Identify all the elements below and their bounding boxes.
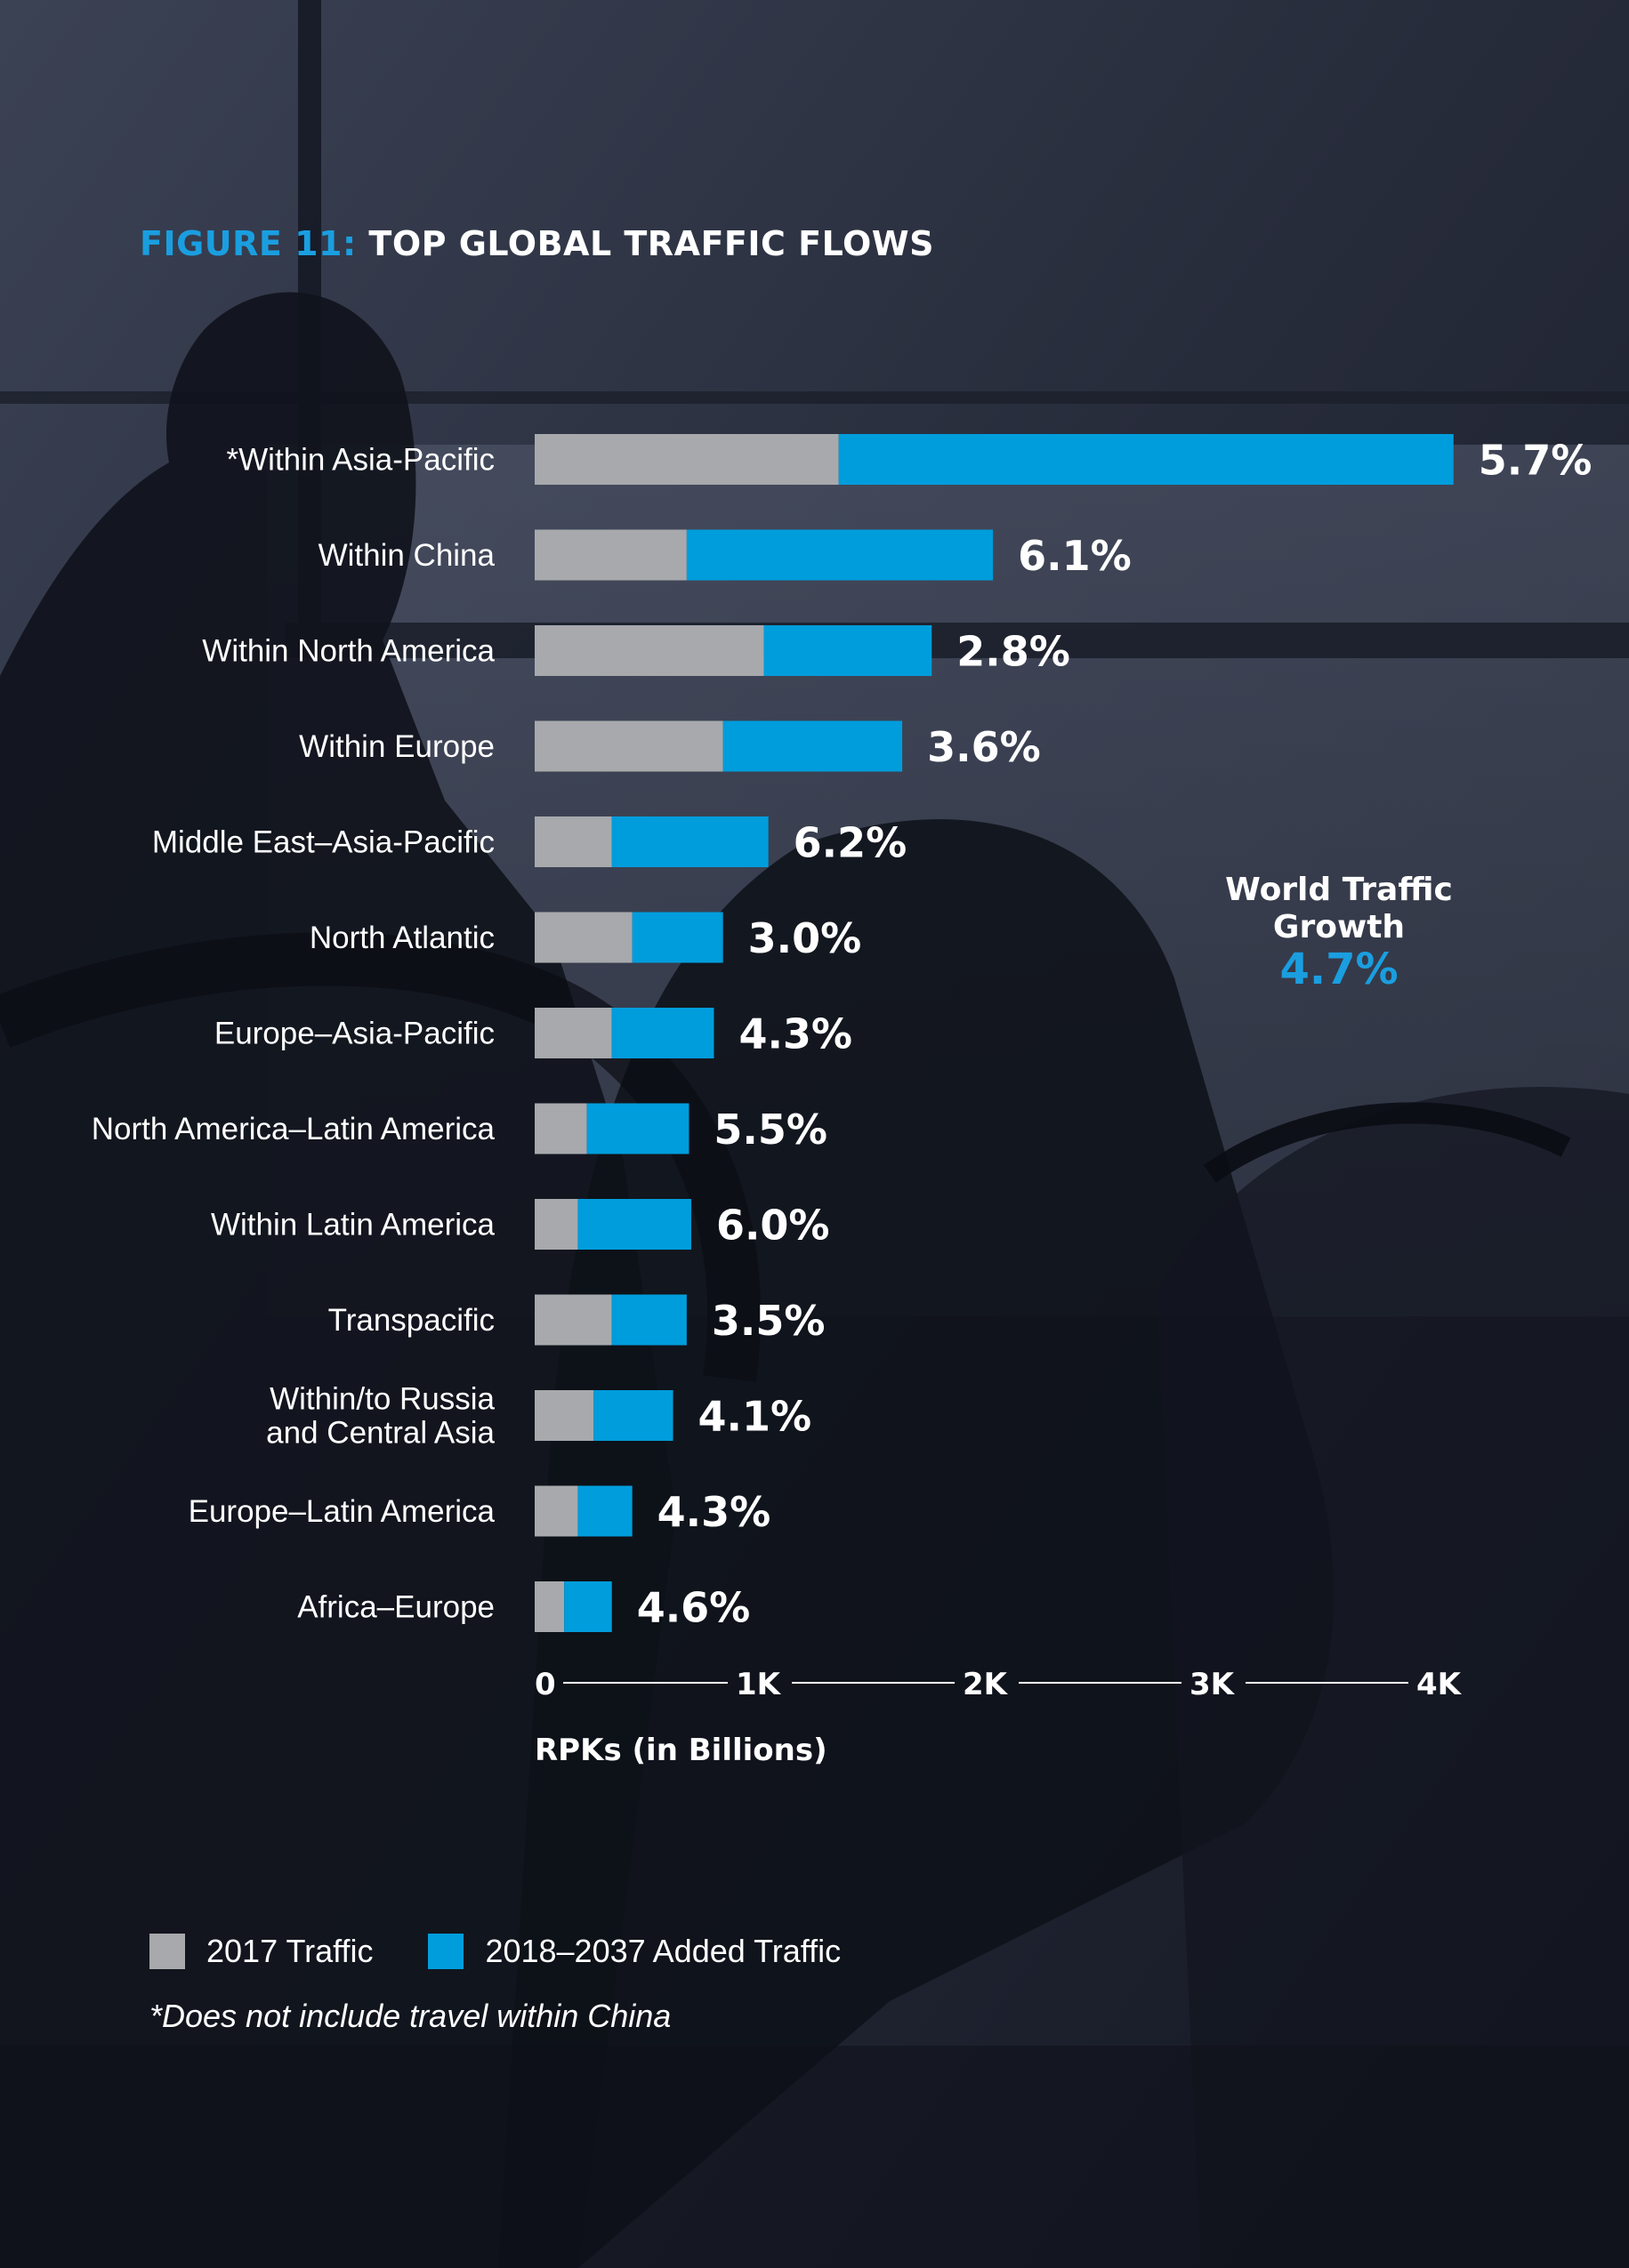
bar-segment-2017 xyxy=(535,912,633,963)
bar-segment-2017 xyxy=(535,1008,612,1058)
category-label-line: Europe–Latin America xyxy=(189,1494,496,1529)
category-label: Transpacific xyxy=(328,1303,495,1338)
category-label-line: Within North America xyxy=(202,634,495,669)
category-label-line: Within Europe xyxy=(299,729,495,764)
bar-segment-added xyxy=(564,1581,612,1632)
bar-segment-added xyxy=(611,1294,687,1346)
growth-rate-label: 3.0% xyxy=(748,914,862,962)
world-growth-label-line1: World Traffic xyxy=(1225,872,1453,908)
figure-title: FIGURE 11: TOP GLOBAL TRAFFIC FLOWS xyxy=(140,224,934,263)
x-tick-label: 0 xyxy=(535,1667,556,1702)
category-label: Within Europe xyxy=(299,729,495,764)
legend-label-2017: 2017 Traffic xyxy=(206,1933,374,1969)
growth-rate-label: 4.3% xyxy=(738,1010,852,1058)
bar-segment-added xyxy=(611,816,769,867)
growth-rate-label: 3.6% xyxy=(927,723,1041,771)
category-label-line: Africa–Europe xyxy=(297,1590,495,1625)
bar-segment-added xyxy=(763,625,932,676)
legend-item-2017: 2017 Traffic xyxy=(149,1933,373,1970)
world-traffic-growth: World Traffic Growth 4.7% xyxy=(1192,872,1486,993)
growth-rate-label: 5.7% xyxy=(1479,437,1593,485)
category-label-line: and Central Asia xyxy=(266,1416,495,1451)
bar-segment-2017 xyxy=(535,1294,612,1346)
bar-segment-added xyxy=(686,529,994,581)
x-tick-label: 4K xyxy=(1416,1667,1463,1702)
bar-segment-2017 xyxy=(535,1581,565,1632)
figure-title-text: TOP GLOBAL TRAFFIC FLOWS xyxy=(368,224,935,263)
figure-label: FIGURE 11: xyxy=(140,224,357,263)
category-label-line: Middle East–Asia-Pacific xyxy=(152,825,495,860)
growth-rate-label: 2.8% xyxy=(956,628,1070,676)
category-label-line: Within Latin America xyxy=(211,1208,496,1243)
bar-segment-added xyxy=(593,1390,673,1441)
bar-segment-2017 xyxy=(535,529,687,581)
category-label-line: *Within Asia-Pacific xyxy=(227,443,495,478)
category-label-line: Within/to Russia xyxy=(270,1382,495,1417)
category-label: North Atlantic xyxy=(310,921,495,955)
category-label: Within/to Russia and Central Asia xyxy=(266,1382,495,1451)
footnote: *Does not include travel within China xyxy=(149,1998,672,2034)
bar-segment-2017 xyxy=(535,1199,578,1250)
growth-rate-label: 6.2% xyxy=(794,819,907,867)
category-label: Within China xyxy=(319,538,496,573)
growth-rate-label: 5.5% xyxy=(714,1106,827,1154)
x-axis-label: RPKs (in Billions) xyxy=(535,1733,827,1768)
category-label-line: Within China xyxy=(319,538,496,573)
category-label: Within Latin America xyxy=(211,1208,496,1243)
category-label-line: North America–Latin America xyxy=(92,1112,496,1146)
bar-segment-2017 xyxy=(535,1103,587,1154)
legend-swatch-2017 xyxy=(149,1934,185,1969)
growth-rate-label: 3.5% xyxy=(712,1297,826,1345)
category-label: Europe–Latin America xyxy=(189,1494,496,1529)
bar-segment-added xyxy=(577,1199,691,1250)
x-tick-label: 3K xyxy=(1189,1667,1236,1702)
legend-label-added: 2018–2037 Added Traffic xyxy=(485,1933,842,1969)
bar-segment-added xyxy=(632,912,723,963)
category-label-line: Transpacific xyxy=(328,1303,495,1338)
bar-segment-2017 xyxy=(535,625,764,676)
bar-segment-2017 xyxy=(535,434,839,485)
growth-rate-label: 4.3% xyxy=(657,1488,771,1536)
world-growth-value: 4.7% xyxy=(1279,945,1399,994)
legend-item-added: 2018–2037 Added Traffic xyxy=(428,1933,841,1970)
category-label: Middle East–Asia-Pacific xyxy=(152,825,495,860)
category-label: *Within Asia-Pacific xyxy=(227,443,495,478)
bar-segment-added xyxy=(611,1008,714,1058)
chart-legend: 2017 Traffic 2018–2037 Added Traffic xyxy=(149,1932,896,1971)
bar-segment-added xyxy=(577,1485,633,1537)
category-label-line: North Atlantic xyxy=(310,921,495,955)
growth-rate-label: 6.1% xyxy=(1018,532,1132,580)
bar-segment-2017 xyxy=(535,720,723,772)
category-label: Europe–Asia-Pacific xyxy=(214,1017,495,1051)
bar-segment-2017 xyxy=(535,1485,578,1537)
bar-segment-added xyxy=(722,720,903,772)
bar-segment-added xyxy=(838,434,1454,485)
category-label: Within North America xyxy=(202,634,495,669)
bar-segment-2017 xyxy=(535,816,612,867)
category-label-line: Europe–Asia-Pacific xyxy=(214,1017,495,1051)
growth-rate-label: 6.0% xyxy=(716,1202,830,1250)
growth-rate-label: 4.6% xyxy=(637,1584,751,1632)
legend-swatch-added xyxy=(428,1934,464,1969)
bar-segment-added xyxy=(586,1103,690,1154)
category-label: Africa–Europe xyxy=(297,1590,495,1625)
x-tick-label: 1K xyxy=(736,1667,782,1702)
world-growth-label-line2: Growth xyxy=(1272,909,1406,945)
category-label: North America–Latin America xyxy=(92,1112,496,1146)
x-tick-label: 2K xyxy=(963,1667,1009,1702)
bar-segment-2017 xyxy=(535,1390,594,1441)
growth-rate-label: 4.1% xyxy=(698,1393,812,1441)
